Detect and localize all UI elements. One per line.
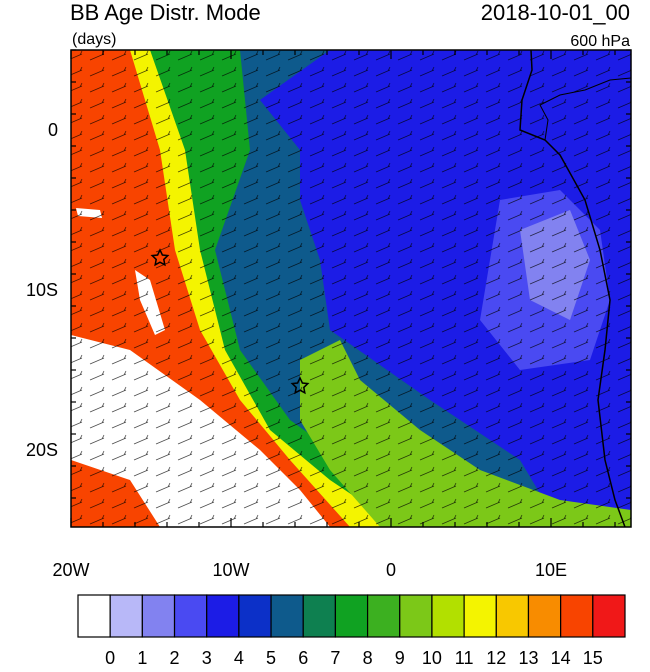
site-marker [150,248,170,267]
colorbar-label: 10 [422,648,442,667]
colorbar-box [592,594,626,638]
colorbar-label: 5 [266,648,276,667]
colorbar-label: 3 [202,648,212,667]
lat-label: 0 [48,120,58,140]
colorbar-box [77,594,111,638]
level: 600 hPa [570,33,630,50]
colorbar-label: 0 [105,648,115,667]
colorbar-label: 4 [234,648,244,667]
colorbar-box [238,594,272,638]
colorbar-box [173,594,208,638]
colorbar-label: 7 [330,648,340,667]
colorbar-box [334,594,369,638]
colorbar-box [527,594,562,638]
units: (days) [72,31,116,48]
date: 2018-10-01_00 [481,0,630,25]
border [539,77,631,141]
lon-label: 0 [386,560,396,580]
site-marker [290,376,310,395]
colorbar-label: 9 [395,648,405,667]
lat-label: 20S [26,440,58,460]
colorbar-box [141,594,176,638]
colorbar-label: 12 [486,648,506,667]
lat-label: 10S [26,280,58,300]
title: BB Age Distr. Mode [70,0,261,25]
colorbar-label: 14 [551,648,571,667]
colorbar-label: 13 [518,648,538,667]
colorbar-box [366,594,401,638]
map-frame [70,49,632,528]
lon-label: 20W [52,560,89,580]
map-field [71,50,631,527]
axis-ticks [70,49,631,527]
colorbar-label: 11 [455,648,474,667]
colorbar-box [109,594,143,638]
lon-label: 10W [212,560,249,580]
colorbar: 0 1 2 3 4 5 6 7 8 9 10 11 12 13 14 15 [77,594,626,668]
colorbar-label: 2 [170,648,180,667]
colorbar-label: 6 [298,648,308,667]
lon-label: 10E [535,560,567,580]
colorbar-label: 1 [137,648,147,667]
colorbar-box [463,594,497,638]
colorbar-box [560,594,594,638]
colorbar-box [206,594,240,638]
colorbar-label: 15 [583,648,603,667]
colorbar-box [302,594,337,638]
colorbar-box [431,594,465,638]
wind-barbs [71,50,631,527]
colorbar-box [495,594,530,638]
colorbar-box [270,594,304,638]
coastline [519,50,626,527]
colorbar-label: 8 [363,648,373,667]
colorbar-box [399,594,433,638]
